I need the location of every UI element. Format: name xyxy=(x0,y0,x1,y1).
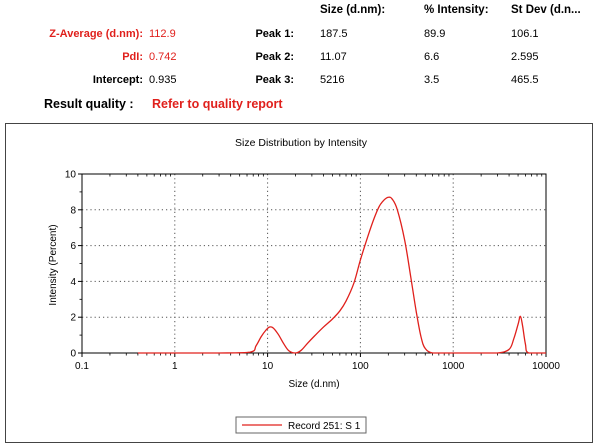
peak-stdev: 465.5 xyxy=(511,74,539,86)
peak-label: Peak 2: xyxy=(255,51,294,63)
chart-legend: Record 251: S 1 xyxy=(235,416,367,434)
legend-box xyxy=(235,416,367,434)
peak-stdev: 106.1 xyxy=(511,28,539,40)
y-axis-title: Intensity (Percent) xyxy=(48,224,59,305)
plot-area-frame xyxy=(81,173,547,354)
x-tick-label: 10 xyxy=(262,361,274,372)
size-distribution-chart: Size Distribution by Intensity 0.1 1 10 100… xyxy=(48,137,560,434)
x-tick-label: 1000 xyxy=(442,361,465,372)
x-tick-label: 10000 xyxy=(532,361,560,372)
peak-stdev: 2.595 xyxy=(511,51,539,63)
peak-label: Peak 1: xyxy=(255,28,294,40)
chart-title: Size Distribution by Intensity xyxy=(235,137,368,149)
peak-intensity: 3.5 xyxy=(424,74,440,86)
y-tick-label: 10 xyxy=(65,170,77,181)
y-tick-label: 2 xyxy=(70,313,76,324)
z-average-value: 112.9 xyxy=(149,28,176,40)
peak-intensity: 6.6 xyxy=(424,51,440,63)
series-line-1 xyxy=(137,196,546,354)
column-header-intensity: % Intensity: xyxy=(424,4,489,16)
result-quality-label: Result quality : xyxy=(44,97,134,111)
column-header-stdev: St Dev (d.n... xyxy=(511,4,581,16)
column-header-size: Size (d.nm): xyxy=(320,4,386,16)
peak-size: 5216 xyxy=(320,74,345,86)
y-tick-label: 4 xyxy=(70,277,76,288)
y-tick-label: 6 xyxy=(70,241,76,252)
y-tick-label: 8 xyxy=(70,205,76,216)
x-axis-title: Size (d.nm) xyxy=(288,379,339,390)
grid-layer xyxy=(82,174,547,353)
pdi-value: 0.742 xyxy=(149,51,177,63)
intercept-label: Intercept: xyxy=(92,74,143,86)
series-layer xyxy=(137,196,546,354)
chart-panel: Size Distribution by Intensity 0.1 1 10 100… xyxy=(5,123,593,443)
z-average-label: Z-Average (d.nm): xyxy=(49,28,143,40)
result-quality-value: Refer to quality report xyxy=(152,97,283,111)
peak-intensity: 89.9 xyxy=(424,28,446,40)
peak-label: Peak 3: xyxy=(255,74,294,86)
x-tick-label: 100 xyxy=(352,361,369,372)
x-tick-label: 1 xyxy=(172,361,178,372)
y-tick-label: 0 xyxy=(70,349,76,360)
x-tick-label: 0.1 xyxy=(75,361,89,372)
peak-size: 187.5 xyxy=(320,28,348,40)
intercept-value: 0.935 xyxy=(149,74,177,86)
axis-layer xyxy=(78,173,547,357)
peak-size: 11.07 xyxy=(320,51,347,63)
legend-entry: Record 251: S 1 xyxy=(288,421,361,432)
tick-label-layer: 0.1 1 10 100 1000 10000 0 2 4 6 8 10 xyxy=(65,170,560,373)
pdi-label: PdI: xyxy=(122,51,143,63)
